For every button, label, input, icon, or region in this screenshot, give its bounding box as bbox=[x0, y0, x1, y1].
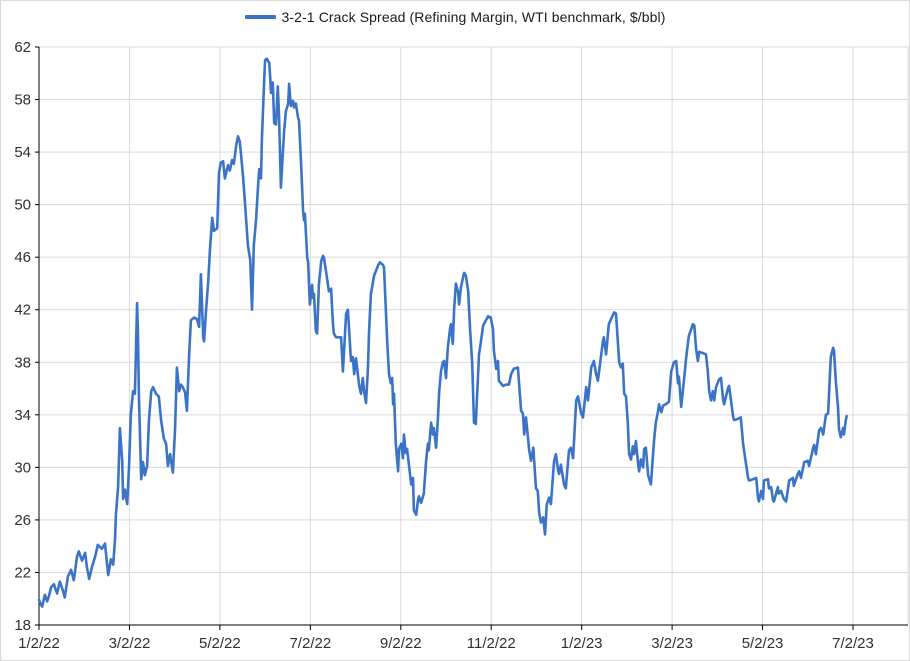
x-tick-label: 1/2/23 bbox=[561, 635, 603, 652]
y-tick-label: 62 bbox=[14, 39, 31, 56]
legend-line-marker bbox=[244, 15, 276, 19]
crack-spread-line bbox=[37, 57, 848, 608]
y-tick-label: 30 bbox=[14, 459, 31, 476]
x-tick-label: 11/2/22 bbox=[467, 635, 516, 652]
x-tick-label: 5/2/23 bbox=[742, 635, 784, 652]
y-tick-label: 46 bbox=[14, 249, 31, 266]
y-tick-label: 58 bbox=[14, 92, 31, 109]
legend: 3-2-1 Crack Spread (Refining Margin, WTI… bbox=[1, 9, 909, 25]
x-tick-label: 7/2/23 bbox=[832, 635, 874, 652]
x-tick-label: 5/2/22 bbox=[199, 635, 241, 652]
y-tick-label: 26 bbox=[14, 512, 31, 529]
y-tick-label: 38 bbox=[14, 354, 31, 371]
y-tick-label: 34 bbox=[14, 407, 31, 424]
y-tick-label: 54 bbox=[14, 144, 31, 161]
x-tick-label: 7/2/22 bbox=[289, 635, 331, 652]
y-tick-label: 18 bbox=[14, 617, 31, 634]
x-tick-label: 3/2/23 bbox=[651, 635, 693, 652]
x-tick-label: 1/2/22 bbox=[18, 635, 60, 652]
y-tick-label: 50 bbox=[14, 197, 31, 214]
x-tick-label: 3/2/22 bbox=[109, 635, 151, 652]
legend-label: 3-2-1 Crack Spread (Refining Margin, WTI… bbox=[281, 9, 666, 25]
y-tick-label: 22 bbox=[14, 564, 31, 581]
x-tick-label: 9/2/22 bbox=[380, 635, 422, 652]
y-tick-label: 42 bbox=[14, 302, 31, 319]
